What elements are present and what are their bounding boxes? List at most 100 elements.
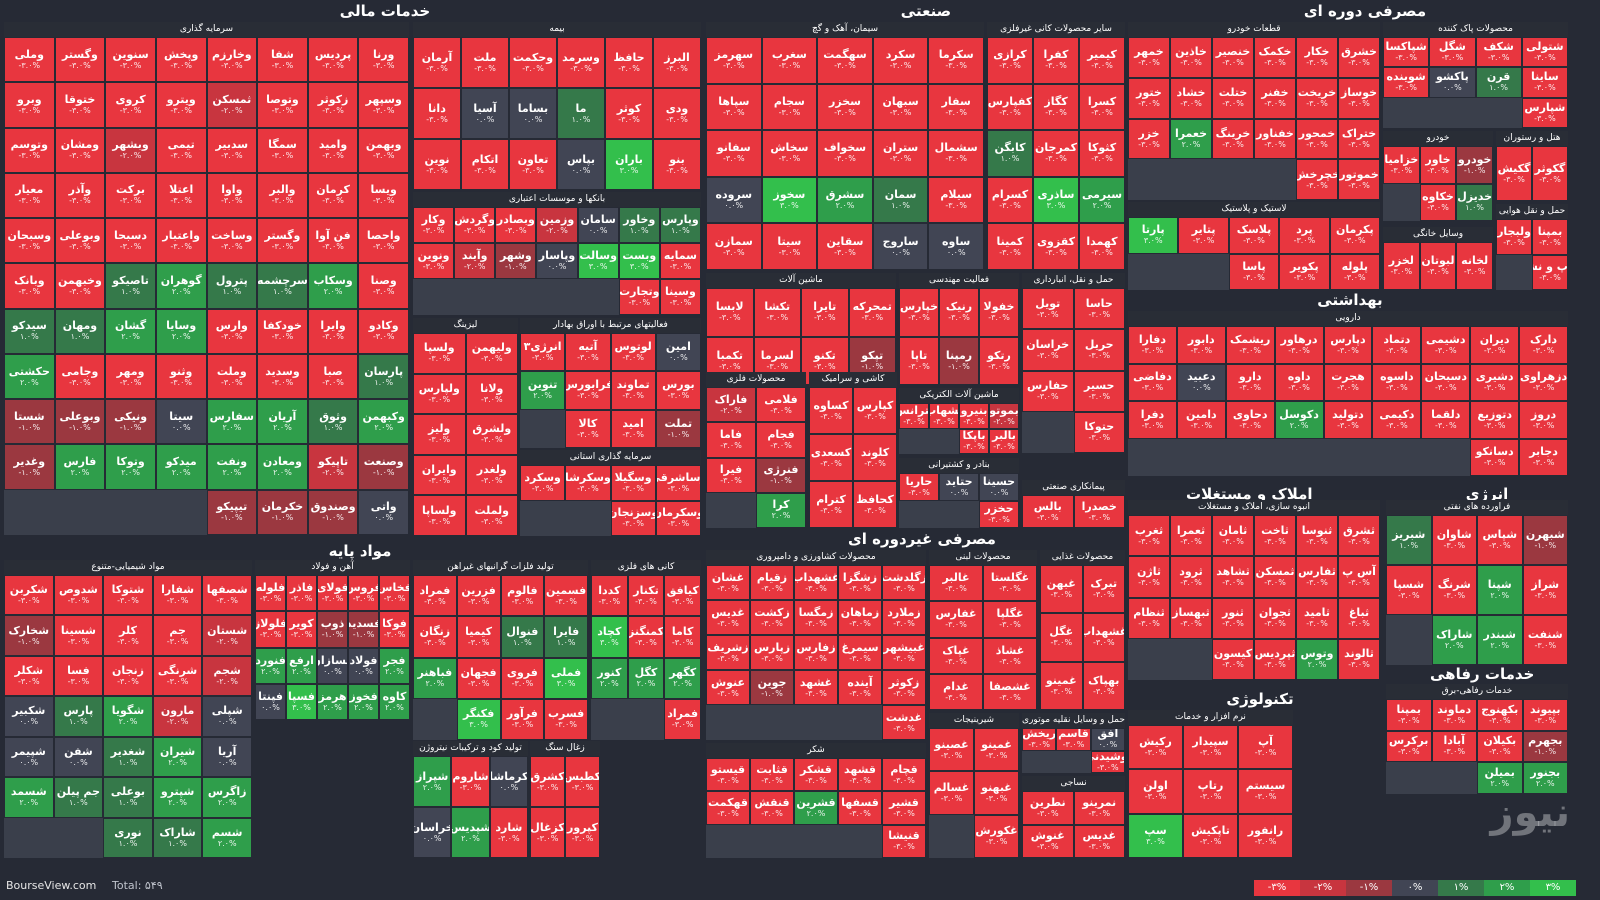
stock-tile[interactable]: خزر -۳.۰% xyxy=(1128,118,1170,160)
stock-tile[interactable]: حکشتی ۲.۰% xyxy=(4,353,55,400)
stock-tile[interactable]: خودکفا -۳.۰% xyxy=(257,308,308,354)
stock-tile[interactable]: ودی -۳.۰% xyxy=(653,88,701,139)
stock-tile[interactable]: صبا -۳.۰% xyxy=(307,353,359,400)
stock-tile[interactable]: قهکمت -۳.۰% xyxy=(706,791,750,825)
stock-tile[interactable]: سرچشمه ۱.۰% xyxy=(257,263,308,309)
stock-tile[interactable]: گکوثر -۳.۰% xyxy=(1532,146,1568,201)
stock-tile[interactable]: شوینده -۳.۰% xyxy=(1383,67,1430,98)
stock-tile[interactable]: قچام -۳.۰% xyxy=(882,758,926,792)
stock-tile[interactable]: کترام -۳.۰% xyxy=(809,481,853,528)
stock-tile[interactable]: دتولید -۳.۰% xyxy=(1323,401,1373,439)
stock-tile[interactable]: وامید -۳.۰% xyxy=(307,127,359,173)
stock-tile[interactable]: حافظ -۳.۰% xyxy=(605,37,653,88)
stock-tile[interactable]: بکیلان -۳.۰% xyxy=(1477,730,1523,763)
stock-tile[interactable]: فمراد -۳.۰% xyxy=(413,575,457,617)
stock-tile[interactable]: فمراد -۳.۰% xyxy=(664,698,701,740)
stock-tile[interactable]: دامین -۳.۰% xyxy=(1176,401,1226,439)
stock-tile[interactable]: گوهران ۲.۰% xyxy=(155,263,207,309)
stock-tile[interactable]: ساوه ۰.۰% xyxy=(928,223,984,270)
stock-tile[interactable]: وساخت -۳.۰% xyxy=(206,218,258,264)
stock-tile[interactable]: شغدیر ۱.۰% xyxy=(103,736,153,778)
stock-tile[interactable]: معیار -۳.۰% xyxy=(4,172,55,219)
stock-tile[interactable]: بهپاک -۳.۰% xyxy=(1082,661,1125,710)
stock-tile[interactable]: ثنظام -۳.۰% xyxy=(1128,597,1170,639)
stock-tile[interactable]: کسرام -۳.۰% xyxy=(987,176,1033,224)
stock-tile[interactable]: خکار -۳.۰% xyxy=(1296,37,1338,78)
stock-tile[interactable]: قنقش -۳.۰% xyxy=(750,791,794,825)
stock-tile[interactable]: وبشهر -۲.۰% xyxy=(105,127,156,173)
stock-tile[interactable]: دارو -۳.۰% xyxy=(1225,363,1275,401)
stock-tile[interactable]: ثرود -۳.۰% xyxy=(1170,556,1212,598)
stock-tile[interactable]: سپیدار -۳.۰% xyxy=(1183,725,1238,770)
stock-tile[interactable]: خودرو -۱.۰% xyxy=(1456,146,1493,184)
stock-tile[interactable]: غبیشهر -۳.۰% xyxy=(882,635,926,670)
stock-tile[interactable]: رکیش -۳.۰% xyxy=(1128,725,1183,770)
stock-tile[interactable]: آبادا -۳.۰% xyxy=(1431,730,1477,763)
stock-tile[interactable]: بالبر -۳.۰% xyxy=(989,428,1019,454)
stock-tile[interactable]: رمپنا -۱.۰% xyxy=(939,336,979,385)
stock-tile[interactable]: غشصفا -۳.۰% xyxy=(983,673,1037,710)
stock-tile[interactable]: فلامی -۳.۰% xyxy=(756,387,806,423)
stock-tile[interactable]: فنرژی -۱.۰% xyxy=(756,457,806,493)
stock-tile[interactable]: کپارس -۳.۰% xyxy=(853,387,897,434)
stock-tile[interactable]: حاریا -۳.۰% xyxy=(899,473,939,501)
stock-tile[interactable]: فسا -۳.۰% xyxy=(53,655,104,697)
stock-tile[interactable]: کلر -۳.۰% xyxy=(103,615,153,656)
stock-tile[interactable]: دفرا -۳.۰% xyxy=(1128,401,1177,439)
stock-tile[interactable]: غدیس -۳.۰% xyxy=(706,600,750,635)
stock-tile[interactable]: پاکشو ۰.۰% xyxy=(1429,67,1476,98)
stock-tile[interactable]: شپراز ۲.۰% xyxy=(413,756,452,807)
stock-tile[interactable]: بنو -۳.۰% xyxy=(653,139,701,190)
stock-tile[interactable]: تبرک -۳.۰% xyxy=(1082,565,1125,614)
stock-tile[interactable]: کقزوی -۳.۰% xyxy=(1033,223,1079,270)
stock-tile[interactable]: واوا -۳.۰% xyxy=(206,172,258,219)
stock-tile[interactable]: وحکمت -۳.۰% xyxy=(509,37,557,88)
stock-tile[interactable]: غپاک -۳.۰% xyxy=(929,637,983,674)
stock-tile[interactable]: بجنور ۲.۰% xyxy=(1522,762,1568,794)
stock-tile[interactable]: فپنتا ۰.۰% xyxy=(255,683,286,720)
stock-tile[interactable]: غالبر -۳.۰% xyxy=(929,565,983,602)
stock-tile[interactable]: قشیر -۳.۰% xyxy=(882,791,926,825)
stock-tile[interactable]: وتوصا -۳.۰% xyxy=(257,82,308,128)
stock-tile[interactable]: وکار -۳.۰% xyxy=(413,207,455,243)
stock-tile[interactable]: وبوعلی -۳.۰% xyxy=(54,218,106,264)
stock-tile[interactable]: سفار -۳.۰% xyxy=(928,83,984,131)
stock-tile[interactable]: سخواف -۳.۰% xyxy=(817,130,873,177)
stock-tile[interactable]: کیافق -۳.۰% xyxy=(664,575,701,617)
stock-tile[interactable]: پترول ۱.۰% xyxy=(206,263,258,309)
stock-tile[interactable]: کطبس -۳.۰% xyxy=(565,756,600,807)
stock-tile[interactable]: ثباغ -۳.۰% xyxy=(1338,597,1380,639)
stock-tile[interactable]: تاصیکو ۱.۰% xyxy=(105,263,156,309)
stock-tile[interactable]: ثشرق -۳.۰% xyxy=(1338,515,1380,557)
stock-tile[interactable]: شدوص -۳.۰% xyxy=(53,575,104,616)
stock-tile[interactable]: ختور -۳.۰% xyxy=(1128,77,1170,119)
stock-tile[interactable]: کپرور -۳.۰% xyxy=(565,807,600,858)
stock-tile[interactable]: دجابر -۳.۰% xyxy=(1519,438,1568,476)
stock-tile[interactable]: وسگیلا -۳.۰% xyxy=(610,465,656,501)
stock-tile[interactable]: کساوه -۳.۰% xyxy=(809,387,853,434)
stock-tile[interactable]: خمهر -۳.۰% xyxy=(1128,37,1170,78)
stock-tile[interactable]: خزامیا -۳.۰% xyxy=(1383,146,1420,184)
stock-tile[interactable]: سکرما -۳.۰% xyxy=(928,37,984,84)
stock-tile[interactable]: کمرجان -۳.۰% xyxy=(1033,130,1079,177)
stock-tile[interactable]: قثابت -۳.۰% xyxy=(750,758,794,792)
stock-tile[interactable]: خموتور -۳.۰% xyxy=(1338,159,1380,200)
stock-tile[interactable]: زکوثر -۳.۰% xyxy=(882,670,926,705)
stock-tile[interactable]: ولسپا -۳.۰% xyxy=(413,333,466,374)
stock-tile[interactable]: تنوین ۲.۰% xyxy=(520,371,566,410)
stock-tile[interactable]: فسدید-۱.۰% xyxy=(348,611,379,648)
stock-tile[interactable]: شخارک -۱.۰% xyxy=(4,615,54,656)
stock-tile[interactable]: پارسان ۱.۰% xyxy=(358,353,409,400)
stock-tile[interactable]: نطرین -۳.۰% xyxy=(1022,791,1074,825)
stock-tile[interactable]: کاما -۳.۰% xyxy=(664,616,701,658)
stock-tile[interactable]: سروده ۰.۰% xyxy=(706,176,762,224)
stock-tile[interactable]: شجم -۲.۰% xyxy=(202,655,252,697)
stock-tile[interactable]: آپ -۳.۰% xyxy=(1238,725,1293,770)
stock-tile[interactable]: وسینا -۳.۰% xyxy=(659,279,701,315)
stock-tile[interactable]: کچاد ۳.۰% xyxy=(591,616,628,658)
stock-tile[interactable]: وبوعلی -۱.۰% xyxy=(54,399,106,445)
stock-tile[interactable]: رنیک -۳.۰% xyxy=(939,288,979,337)
stock-tile[interactable]: کگل ۲.۰% xyxy=(627,657,665,699)
stock-tile[interactable]: حسینا ۰.۰% xyxy=(979,473,1019,501)
stock-tile[interactable]: ورنا -۳.۰% xyxy=(358,37,409,83)
